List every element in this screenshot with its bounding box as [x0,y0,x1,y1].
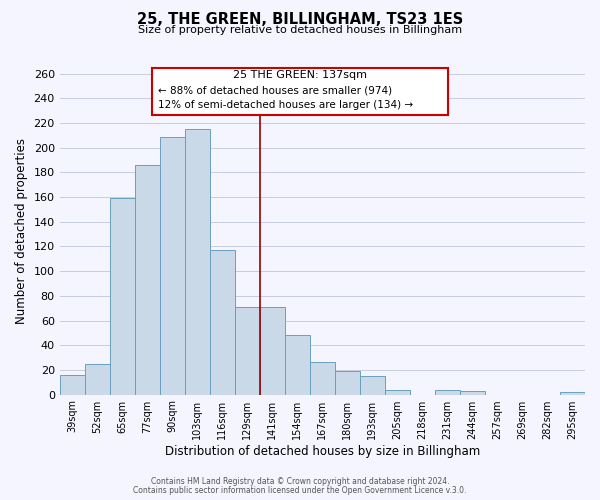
FancyBboxPatch shape [152,68,448,115]
Bar [260,307,285,394]
Text: Size of property relative to detached houses in Billingham: Size of property relative to detached ho… [138,25,462,35]
Bar [560,392,585,394]
Text: Contains HM Land Registry data © Crown copyright and database right 2024.: Contains HM Land Registry data © Crown c… [151,477,449,486]
Bar [310,362,335,394]
X-axis label: Distribution of detached houses by size in Billingham: Distribution of detached houses by size … [165,444,480,458]
Bar [185,129,210,394]
Bar [385,390,410,394]
Text: 12% of semi-detached houses are larger (134) →: 12% of semi-detached houses are larger (… [158,100,413,110]
Text: Contains public sector information licensed under the Open Government Licence v.: Contains public sector information licen… [133,486,467,495]
Y-axis label: Number of detached properties: Number of detached properties [15,138,28,324]
Bar [210,250,235,394]
Bar [285,336,310,394]
Text: 25 THE GREEN: 137sqm: 25 THE GREEN: 137sqm [233,70,367,80]
Text: ← 88% of detached houses are smaller (974): ← 88% of detached houses are smaller (97… [158,86,392,96]
Bar [360,376,385,394]
Bar [85,364,110,394]
Bar [59,375,85,394]
Bar [435,390,460,394]
Bar [110,198,135,394]
Text: 25, THE GREEN, BILLINGHAM, TS23 1ES: 25, THE GREEN, BILLINGHAM, TS23 1ES [137,12,463,28]
Bar [460,391,485,394]
Bar [160,136,185,394]
Bar [335,371,360,394]
Bar [235,307,260,394]
Bar [135,165,160,394]
